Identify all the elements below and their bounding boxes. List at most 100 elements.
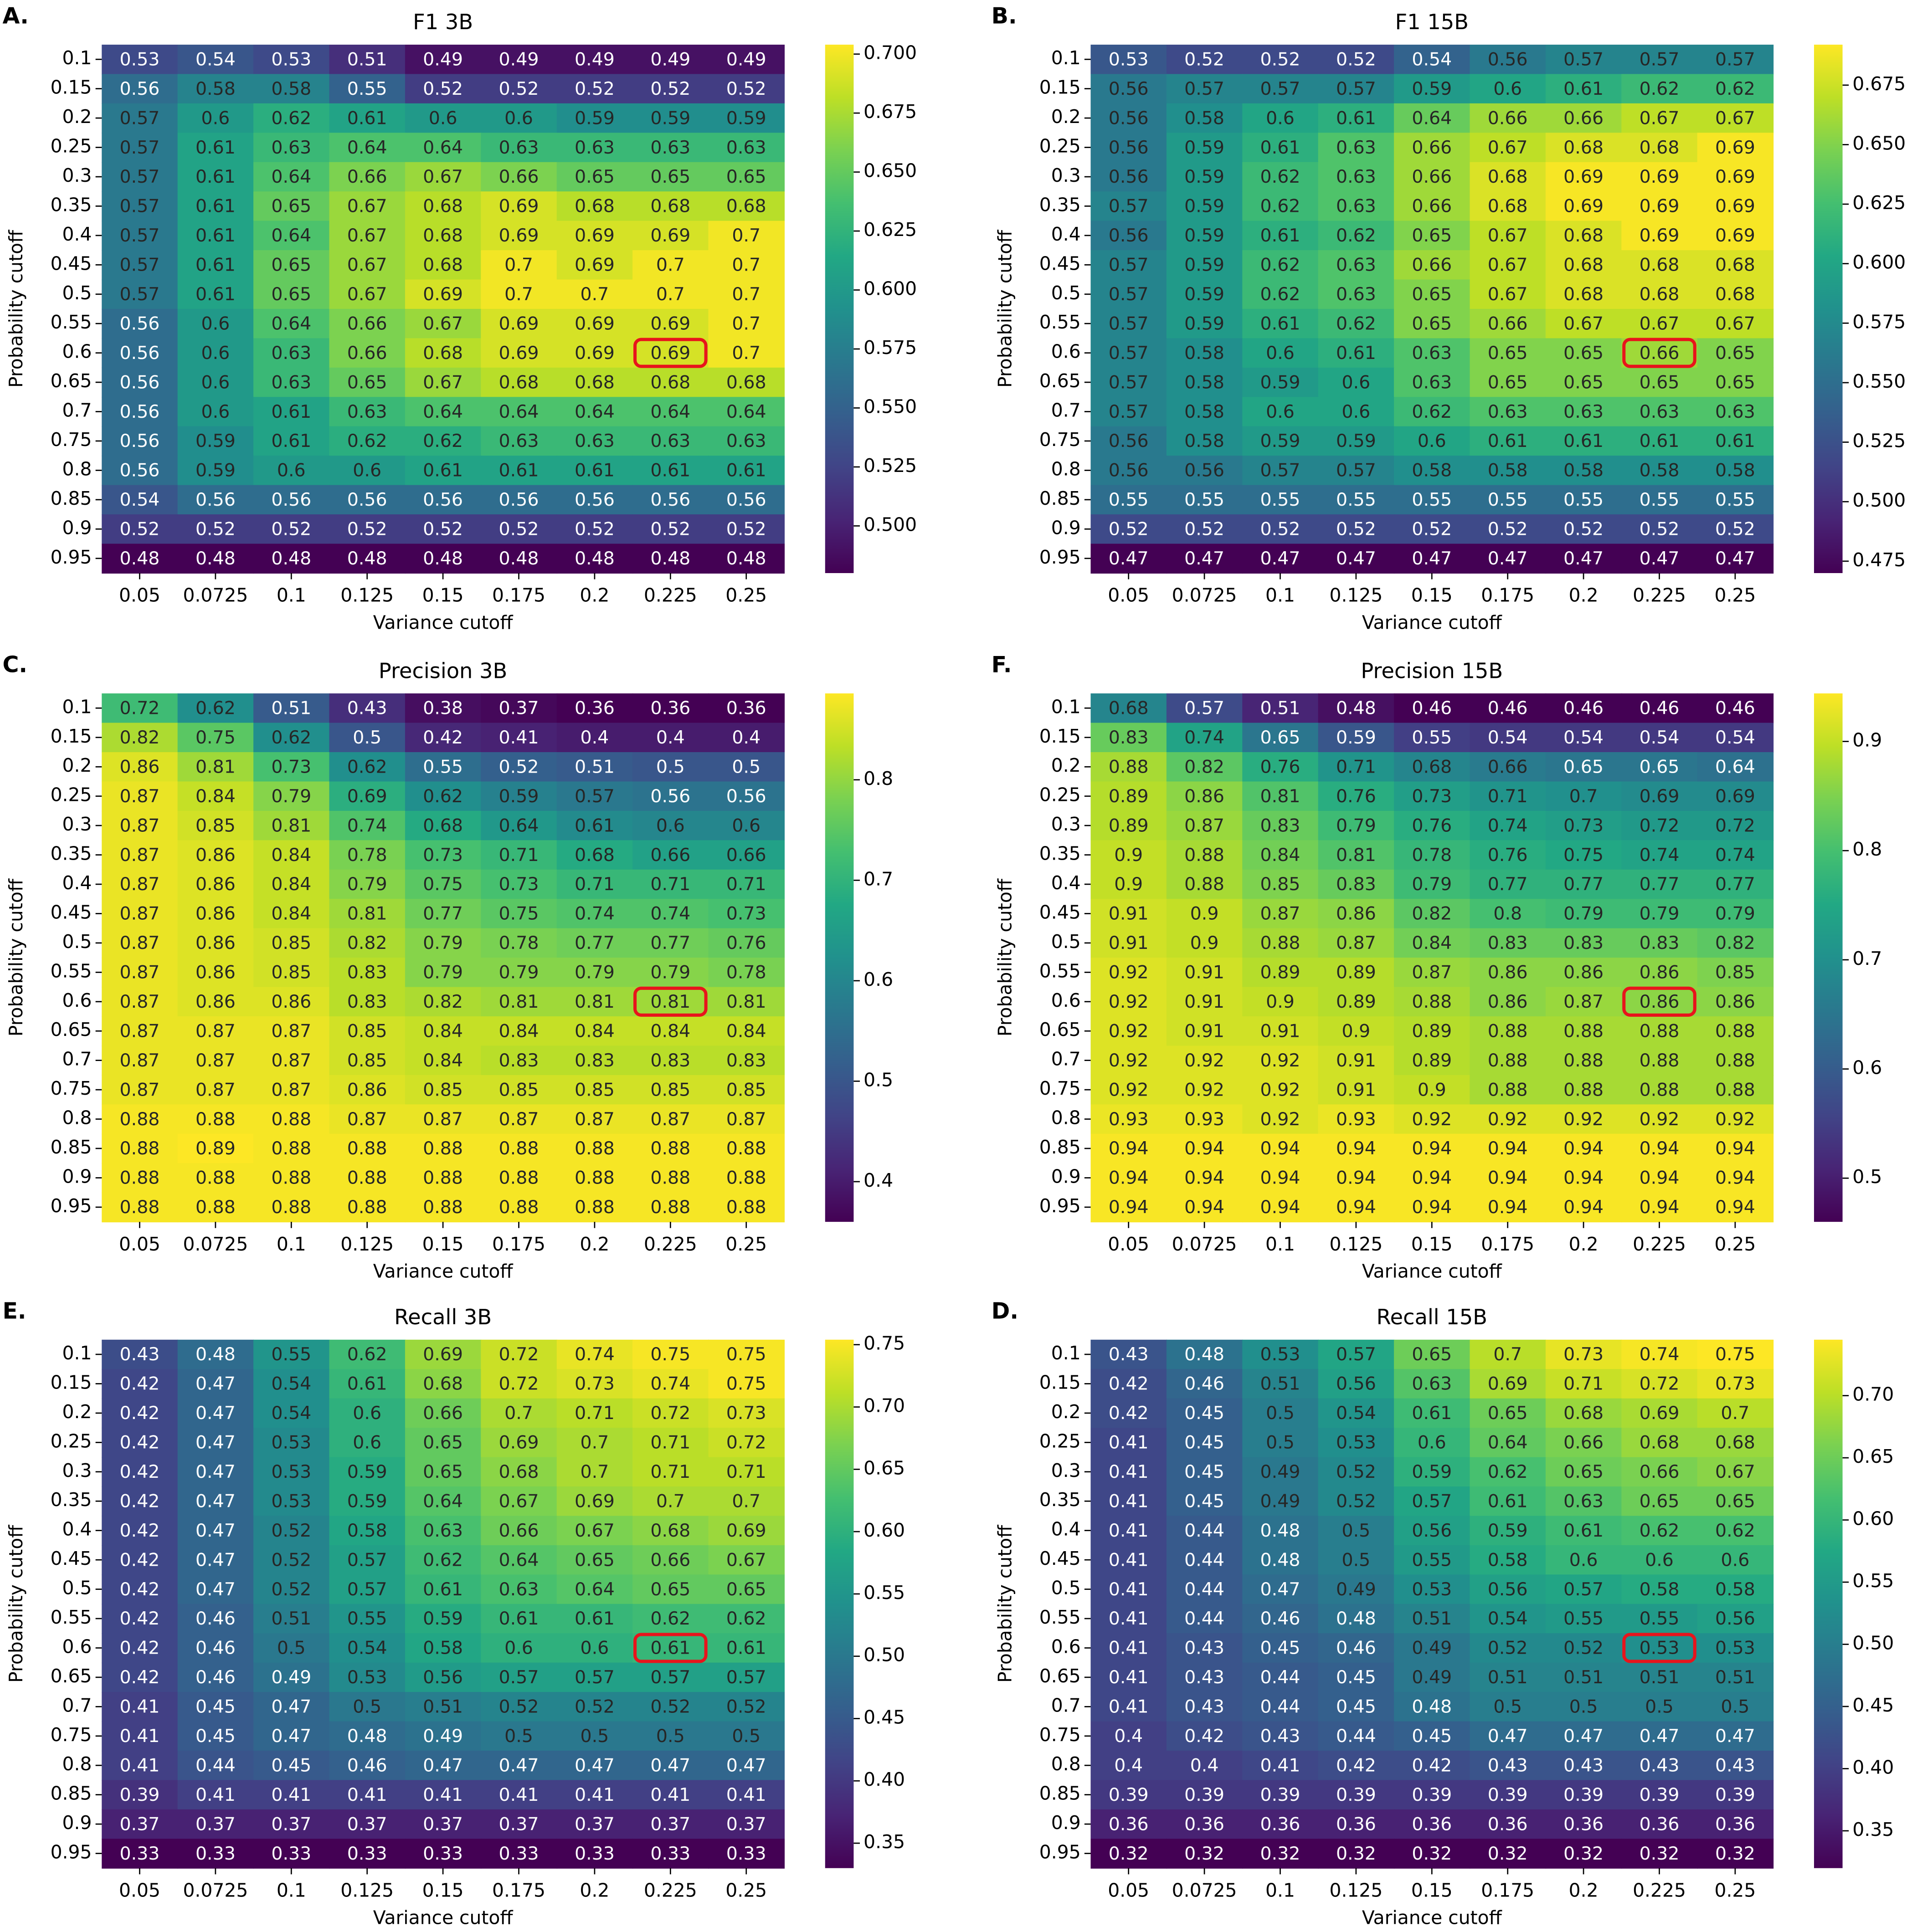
y-tick-label: 0.45: [1039, 901, 1081, 923]
cell-label: 0.49: [423, 49, 463, 70]
cell-label: 0.61: [271, 430, 311, 451]
heatmap-cell: [405, 191, 482, 221]
y-tick-label: 0.9: [1051, 1165, 1081, 1187]
heatmap-cell: [253, 74, 330, 104]
cell-label: 0.48: [120, 548, 160, 569]
heatmap-cell: [708, 1045, 785, 1076]
cell-label: 0.83: [1488, 933, 1528, 953]
heatmap-cell: [102, 1075, 178, 1105]
cell-label: 0.57: [347, 1549, 387, 1570]
cell-label: 0.45: [1336, 1696, 1376, 1717]
cell-label: 0.55: [1109, 489, 1149, 510]
cell-label: 0.5: [1493, 1696, 1522, 1717]
y-tick-label: 0.75: [51, 1724, 92, 1746]
y-tick-label: 0.95: [1039, 1841, 1081, 1863]
cell-label: 0.37: [499, 1814, 539, 1835]
heatmap-cell: [1242, 514, 1319, 544]
cell-label: 0.92: [1260, 1109, 1300, 1130]
cell-label: 0.6: [1569, 1549, 1598, 1570]
heatmap-cell: [1394, 367, 1470, 398]
cell-label: 0.91: [1260, 1020, 1300, 1041]
cell-label: 0.62: [347, 1344, 387, 1365]
cell-label: 0.64: [271, 225, 311, 246]
cell-label: 0.52: [726, 1696, 766, 1717]
heatmap-cell: [1470, 103, 1547, 133]
cell-label: 0.64: [499, 401, 539, 422]
y-tick-label: 0.55: [51, 311, 92, 333]
heatmap-cell: [1621, 250, 1698, 280]
cell-label: 0.68: [423, 225, 463, 246]
cell-label: 0.63: [650, 430, 690, 451]
heatmap-cell: [1697, 191, 1774, 221]
cell-label: 0.63: [499, 1579, 539, 1600]
cell-label: 0.36: [1109, 1814, 1149, 1835]
cell-label: 0.65: [1412, 313, 1452, 334]
cell-label: 0.53: [271, 1432, 311, 1453]
heatmap-cell: [102, 338, 178, 368]
colorbar: [1814, 45, 1843, 574]
x-tick-label: 0.225: [644, 584, 697, 606]
cell-label: 0.66: [1639, 343, 1680, 364]
cell-label: 0.69: [499, 313, 539, 334]
cell-label: 0.52: [1109, 519, 1149, 540]
heatmap-cell: [708, 693, 785, 723]
heatmap-cell: [1545, 485, 1622, 515]
heatmap-cell: [329, 397, 406, 427]
x-tick-label: 0.05: [1108, 1880, 1149, 1901]
cell-label: 0.55: [1639, 489, 1680, 510]
heatmap-cell: [632, 220, 709, 251]
cell-label: 0.57: [499, 1667, 539, 1688]
cell-label: 0.4: [656, 727, 685, 748]
cell-label: 0.89: [1336, 962, 1376, 983]
heatmap-cell: [102, 103, 178, 133]
cell-label: 0.43: [1488, 1755, 1528, 1776]
x-tick-label: 0.15: [422, 1880, 464, 1901]
heatmap-cell: [1697, 456, 1774, 486]
cell-label: 0.61: [195, 196, 236, 217]
cell-label: 0.65: [1715, 372, 1755, 393]
heatmap-cell: [329, 456, 406, 486]
x-tick-label: 0.05: [119, 1880, 160, 1901]
cell-label: 0.61: [1563, 430, 1603, 451]
cell-label: 0.42: [423, 727, 463, 748]
heatmap-cell: [481, 928, 557, 958]
heatmap-cell: [177, 45, 254, 75]
cell-label: 0.65: [1488, 1403, 1528, 1424]
cell-label: 0.88: [1639, 1079, 1680, 1100]
heatmap-cell: [708, 1075, 785, 1105]
cell-label: 0.62: [423, 786, 463, 807]
cell-label: 0.47: [1639, 1726, 1680, 1747]
heatmap-cell: [177, 1133, 254, 1164]
heatmap-cell: [329, 220, 406, 251]
heatmap-cell: [1166, 397, 1243, 427]
cell-label: 0.52: [1336, 49, 1376, 70]
cell-label: 0.66: [650, 845, 690, 866]
heatmap-cell: [1090, 279, 1167, 310]
x-tick-label: 0.2: [1569, 1233, 1598, 1255]
colorbar-tick-label: 0.70: [1852, 1384, 1894, 1405]
heatmap-cell: [632, 1133, 709, 1164]
heatmap-cell: [405, 367, 482, 398]
cell-label: 0.47: [195, 1520, 236, 1541]
y-tick-label: 0.3: [62, 813, 92, 835]
heatmap-cell: [556, 869, 633, 900]
y-tick-label: 0.6: [62, 989, 92, 1011]
cell-label: 0.86: [1184, 786, 1224, 807]
cell-label: 0.41: [120, 1755, 160, 1776]
cell-label: 0.69: [575, 1491, 615, 1512]
cell-label: 0.68: [423, 815, 463, 836]
cell-label: 0.83: [726, 1050, 766, 1071]
chart-title: F1 3B: [413, 10, 473, 34]
cell-label: 0.48: [650, 548, 690, 569]
cell-label: 0.81: [650, 991, 690, 1012]
heatmap-cell: [177, 74, 254, 104]
cell-label: 0.41: [1109, 1696, 1149, 1717]
heatmap-cell: [1318, 367, 1395, 398]
cell-label: 0.75: [499, 903, 539, 924]
cell-label: 0.6: [1418, 1432, 1446, 1453]
heatmap-cell: [1621, 133, 1698, 163]
cell-label: 0.86: [1639, 991, 1680, 1012]
heatmap-cell: [708, 928, 785, 958]
cell-label: 0.87: [195, 1079, 236, 1100]
cell-label: 0.88: [726, 1168, 766, 1189]
